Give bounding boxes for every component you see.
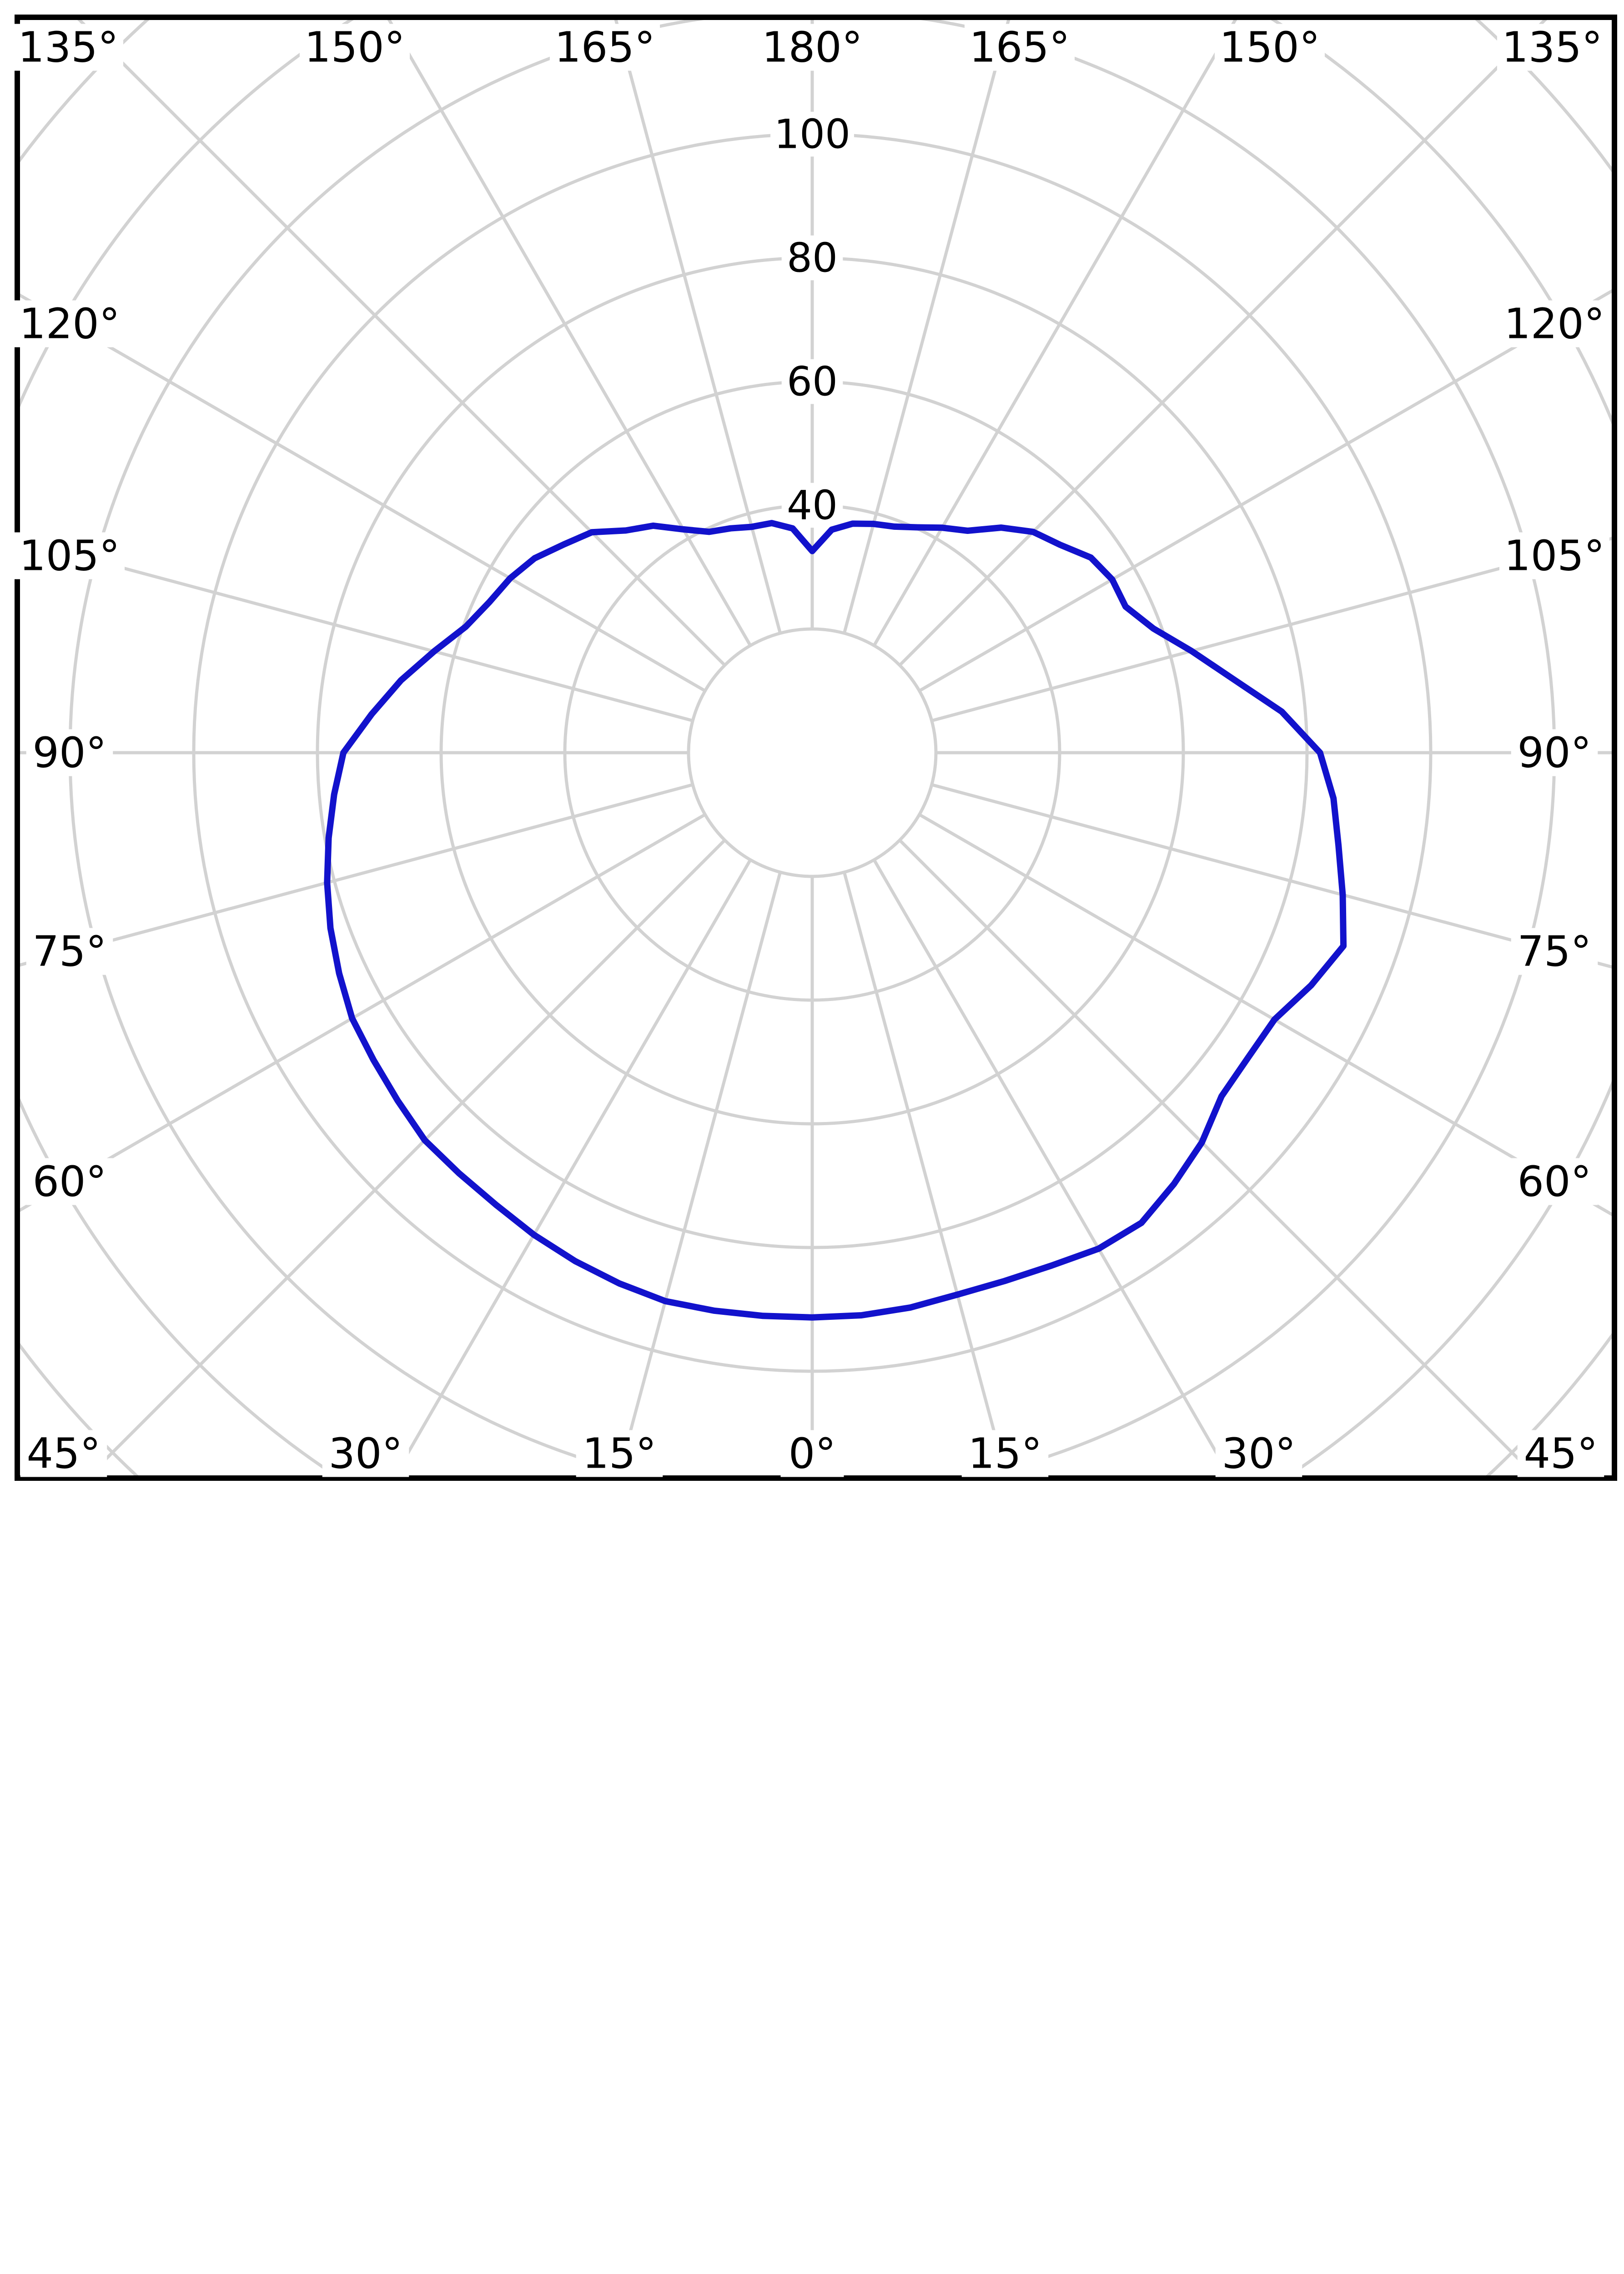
angle-label-left-1: 105° bbox=[19, 532, 120, 580]
angle-label-bottom-0: 45° bbox=[26, 1429, 101, 1478]
grid-spoke-15 bbox=[843, 871, 1008, 1475]
radial-tick-label-100: 100 bbox=[774, 111, 850, 158]
angle-label-bottom-6: 45° bbox=[1523, 1429, 1598, 1478]
grid-spoke-285 bbox=[20, 783, 694, 967]
angle-label-bottom-6-gap bbox=[1517, 1430, 1604, 1477]
angle-label-left-0-gap bbox=[14, 300, 125, 347]
angle-label-left-0: 120° bbox=[19, 300, 120, 348]
angle-label-top-0-gap bbox=[13, 24, 124, 71]
chart-footer: cd/klm η = 88% C0 - C180 C90 - C270 bbox=[0, 1478, 1624, 1624]
angle-label-bottom-2-gap bbox=[576, 1430, 663, 1477]
angle-label-bottom-4: 15° bbox=[968, 1429, 1042, 1478]
grid-spoke-120 bbox=[918, 289, 1612, 693]
grid-spoke-75 bbox=[931, 783, 1612, 969]
radial-tick-label-60-gap bbox=[781, 359, 843, 404]
grid-spoke-60 bbox=[918, 813, 1612, 1217]
angle-label-left-2: 90° bbox=[32, 729, 106, 777]
angle-label-top-6-gap bbox=[1497, 24, 1608, 71]
angle-label-left-4-gap bbox=[26, 1158, 113, 1205]
radial-tick-label-100-gap bbox=[770, 111, 854, 157]
angle-label-bottom-1-gap bbox=[322, 1430, 409, 1477]
grid-spoke-105 bbox=[931, 537, 1612, 722]
angle-label-top-3-gap bbox=[757, 24, 868, 71]
grid-spoke-165 bbox=[843, 20, 1011, 634]
grid-spoke-330 bbox=[393, 859, 752, 1475]
radial-tick-label-80: 80 bbox=[787, 235, 838, 282]
angle-label-right-3-gap bbox=[1511, 928, 1598, 975]
angle-label-right-3: 75° bbox=[1517, 927, 1591, 976]
radial-tick-label-40-gap bbox=[781, 483, 843, 528]
angle-label-right-2: 90° bbox=[1517, 729, 1591, 777]
radial-tick-label-40: 40 bbox=[787, 482, 838, 529]
angle-label-right-0: 120° bbox=[1504, 300, 1605, 348]
angle-label-right-1: 105° bbox=[1504, 532, 1605, 580]
angle-label-left-3-gap bbox=[26, 928, 113, 975]
angle-label-top-1-gap bbox=[299, 24, 410, 71]
grid-spoke-210 bbox=[387, 20, 752, 647]
grid-spoke-195 bbox=[614, 20, 782, 634]
angle-label-right-2-gap bbox=[1511, 729, 1598, 776]
angle-label-bottom-0-gap bbox=[20, 1430, 107, 1477]
angle-label-bottom-3: 0° bbox=[789, 1429, 836, 1478]
angle-label-top-4: 165° bbox=[969, 23, 1070, 72]
angle-label-top-6: 135° bbox=[1502, 23, 1603, 72]
angle-label-right-4: 60° bbox=[1517, 1157, 1591, 1206]
angle-label-left-1-gap bbox=[14, 532, 125, 579]
angle-label-top-3: 180° bbox=[762, 23, 863, 72]
grid-spoke-255 bbox=[20, 538, 694, 722]
angle-label-bottom-4-gap bbox=[961, 1430, 1049, 1477]
grid-spoke-300 bbox=[20, 813, 706, 1212]
angle-label-bottom-1: 30° bbox=[328, 1429, 402, 1478]
angle-label-top-5: 150° bbox=[1219, 23, 1320, 72]
angle-label-top-2: 165° bbox=[554, 23, 655, 72]
grid-spoke-30 bbox=[872, 859, 1232, 1475]
angle-label-bottom-2: 15° bbox=[582, 1429, 656, 1478]
axis-labels: 40 60 80 100 135° 150° 165° 180° 165° 150° 135° 45°… bbox=[13, 23, 1610, 1478]
angle-label-left-2-gap bbox=[26, 729, 113, 776]
radial-tick-label-80-gap bbox=[781, 235, 843, 281]
polar-chart-canvas: 40 60 80 100 135° 150° 165° 180° 165° 150° 135° 45°… bbox=[13, 15, 1617, 1481]
curve-c90-c270 bbox=[324, 520, 1347, 1321]
photometric-diagram: 40 60 80 100 135° 150° 165° 180° 165° 150° 135° 45°… bbox=[0, 15, 1624, 1624]
angle-label-right-0-gap bbox=[1499, 300, 1610, 347]
angle-label-top-5-gap bbox=[1214, 24, 1325, 71]
angle-label-top-4-gap bbox=[964, 24, 1075, 71]
angle-label-left-4: 60° bbox=[32, 1157, 106, 1206]
plot-border bbox=[15, 15, 1617, 1481]
angle-label-top-2-gap bbox=[549, 24, 660, 71]
angle-label-bottom-5: 30° bbox=[1222, 1429, 1296, 1478]
angle-label-top-1: 150° bbox=[304, 23, 405, 72]
grid-spoke-240 bbox=[20, 293, 706, 693]
angle-label-bottom-3-gap bbox=[780, 1430, 844, 1477]
angle-label-right-1-gap bbox=[1499, 532, 1610, 579]
radial-tick-label-60: 60 bbox=[787, 358, 838, 405]
angle-label-left-3: 75° bbox=[32, 927, 106, 976]
angle-label-bottom-5-gap bbox=[1215, 1430, 1302, 1477]
grid-spoke-345 bbox=[617, 871, 782, 1475]
grid-spoke-150 bbox=[872, 20, 1237, 647]
angle-label-top-0: 135° bbox=[18, 23, 119, 72]
angle-label-right-4-gap bbox=[1511, 1158, 1598, 1205]
